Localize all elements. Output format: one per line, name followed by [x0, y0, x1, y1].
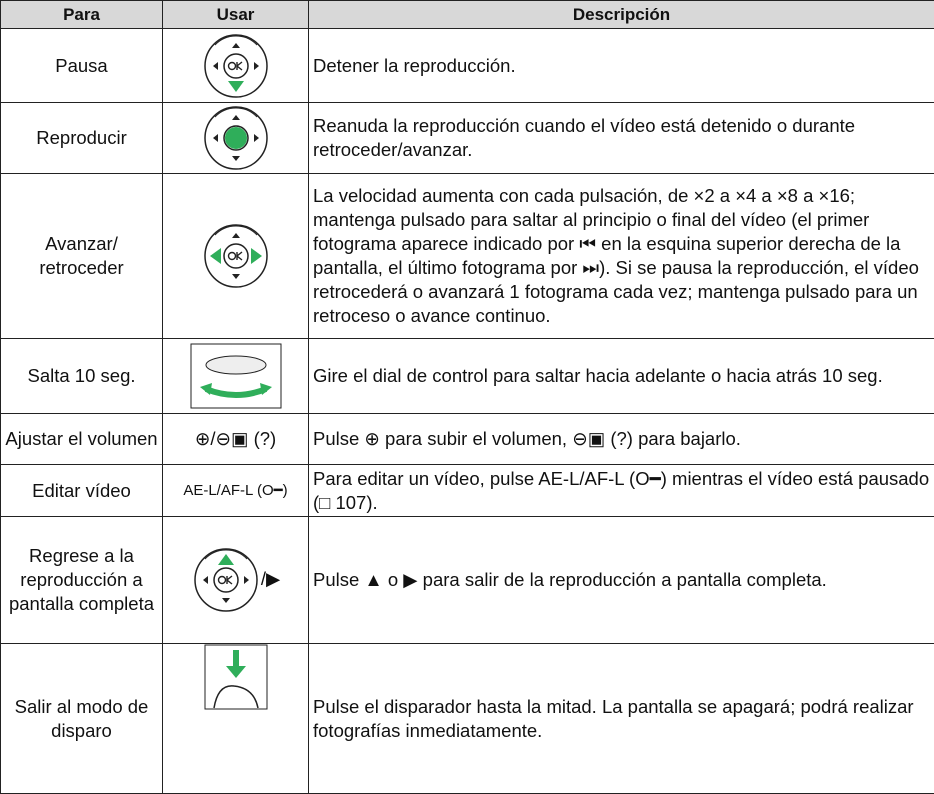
row: Ajustar el volumen ⊕/⊖▣ (?) Pulse ⊕ para… [1, 414, 934, 465]
usar-text: /▶ [261, 568, 280, 589]
para-cell: Salta 10 seg. [1, 339, 163, 414]
para-cell: Regrese a la reproducción a pantalla com… [1, 517, 163, 644]
multi-selector-icon [201, 31, 271, 101]
row: Editar vídeo AE-L/AF-L (O━) Para editar … [1, 465, 934, 517]
desc-cell: Para editar un vídeo, pulse AE-L/AF-L (O… [309, 465, 934, 517]
row: Avanzar/ retroceder La velocidad aumenta… [1, 174, 934, 339]
usar-cell: AE-L/AF-L (O━) [163, 465, 309, 517]
usar-cell [163, 103, 309, 174]
para-cell: Editar vídeo [1, 465, 163, 517]
row: Reproducir Reanuda la reproducción cuand… [1, 103, 934, 174]
desc-cell: Detener la reproducción. [309, 29, 934, 103]
desc-cell: Gire el dial de control para saltar haci… [309, 339, 934, 414]
header-cell: Descripción [309, 1, 934, 29]
header-cell: Para [1, 1, 163, 29]
desc-cell: Pulse el disparador hasta la mitad. La p… [309, 644, 934, 794]
usar-cell: /▶ [163, 517, 309, 644]
para-cell: Ajustar el volumen [1, 414, 163, 465]
desc-cell: Pulse ⊕ para subir el volumen, ⊖▣ (?) pa… [309, 414, 934, 465]
usar-cell: ⊕/⊖▣ (?) [163, 414, 309, 465]
usar-cell [163, 339, 309, 414]
usar-cell [163, 644, 309, 794]
multi-selector-icon [191, 545, 261, 615]
header-cell: Usar [163, 1, 309, 29]
dial-icon [190, 343, 282, 409]
desc-cell: La velocidad aumenta con cada pulsación,… [309, 174, 934, 339]
desc-cell: Reanuda la reproducción cuando el vídeo … [309, 103, 934, 174]
para-cell: Reproducir [1, 103, 163, 174]
usar-cell [163, 29, 309, 103]
para-cell: Pausa [1, 29, 163, 103]
row: Salir al modo de disparo Pulse el dispar… [1, 644, 934, 794]
header-row: Para Usar Descripción [1, 1, 934, 29]
para-cell: Avanzar/ retroceder [1, 174, 163, 339]
row: Salta 10 seg. Gire el dial de control pa… [1, 339, 934, 414]
shutter-icon [204, 644, 268, 710]
multi-selector-icon [201, 103, 271, 173]
para-cell: Salir al modo de disparo [1, 644, 163, 794]
desc-cell: Pulse ▲ o ▶ para salir de la reproducció… [309, 517, 934, 644]
multi-selector-icon [201, 221, 271, 291]
row: Regrese a la reproducción a pantalla com… [1, 517, 934, 644]
row: Pausa Detener la reproducción. [1, 29, 934, 103]
usar-cell [163, 174, 309, 339]
